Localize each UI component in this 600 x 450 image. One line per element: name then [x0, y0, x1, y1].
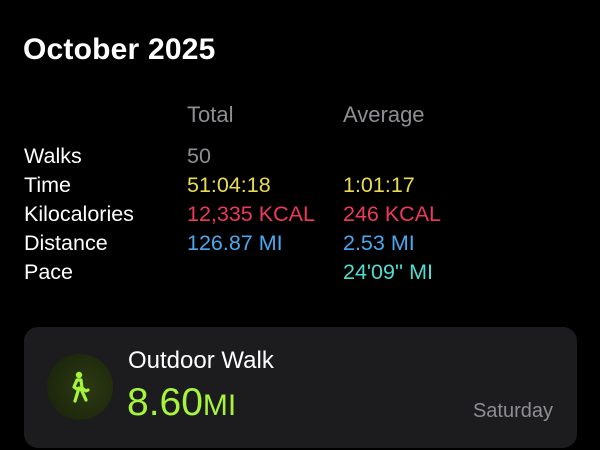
workout-day: Saturday [472, 400, 553, 422]
stat-label: Walks [24, 144, 82, 168]
page-title: October 2025 [23, 33, 216, 66]
workout-distance: 8.60MI [127, 381, 236, 425]
stat-total: 50 [187, 144, 211, 168]
stat-total: 12,335 KCAL [187, 202, 315, 226]
workout-name: Outdoor Walk [128, 347, 274, 374]
stat-label: Distance [24, 231, 108, 255]
workout-distance-unit: MI [202, 389, 237, 422]
stat-total: 126.87 MI [187, 231, 283, 255]
column-header-total: Total [187, 102, 234, 127]
stat-average: 1:01:17 [343, 173, 415, 197]
stat-average: 2.53 MI [343, 231, 415, 255]
walking-figure-icon [72, 371, 90, 403]
stat-total: 51:04:18 [187, 173, 271, 197]
workout-icon-badge [47, 354, 113, 420]
stat-label: Time [24, 173, 71, 197]
workout-card[interactable]: Outdoor Walk 8.60MI Saturday [24, 327, 577, 448]
workout-distance-value: 8.60 [127, 381, 203, 424]
stat-average: 24'09'' MI [343, 260, 433, 284]
stat-label: Kilocalories [24, 202, 134, 226]
stat-average: 246 KCAL [343, 202, 442, 226]
column-header-average: Average [343, 102, 425, 127]
stat-label: Pace [24, 260, 74, 284]
